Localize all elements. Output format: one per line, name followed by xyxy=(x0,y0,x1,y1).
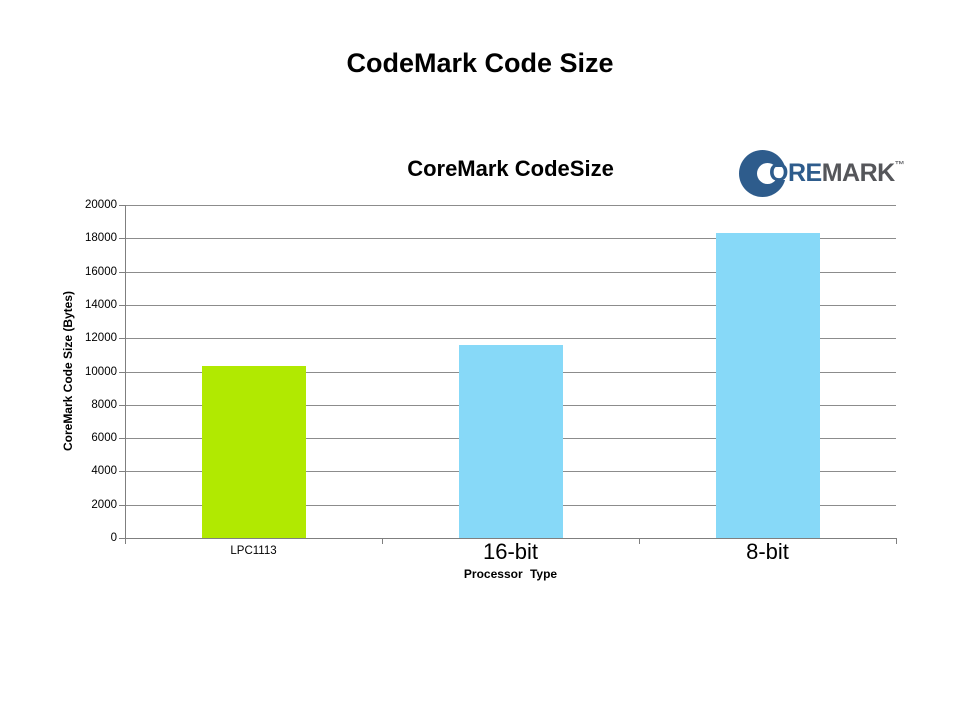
y-tick-mark xyxy=(119,538,125,539)
x-tick-mark xyxy=(125,539,126,544)
y-tick-mark xyxy=(119,438,125,440)
x-tick-mark xyxy=(639,539,640,544)
chart-title: CoreMark CodeSize xyxy=(407,156,614,181)
y-tick-label: 18000 xyxy=(85,232,117,245)
y-tick-mark xyxy=(119,338,125,340)
coremark-logo: OREMARK™ xyxy=(739,149,905,197)
x-tick-mark xyxy=(382,539,383,544)
y-tick-mark xyxy=(119,504,125,506)
logo-letter-o: O xyxy=(769,158,788,187)
y-tick-label: 4000 xyxy=(91,465,117,478)
y-tick-mark xyxy=(119,371,125,373)
y-tick-mark xyxy=(119,238,125,240)
trademark-symbol: ™ xyxy=(894,159,905,171)
bar-8-bit xyxy=(715,233,820,538)
gridline xyxy=(125,304,896,306)
y-tick-label: 10000 xyxy=(85,365,117,378)
y-tick-mark xyxy=(119,471,125,473)
gridline xyxy=(125,271,896,273)
x-category-label-16-bit: 16-bit xyxy=(482,539,539,564)
y-tick-mark xyxy=(119,205,125,206)
logo-letters-mark: MARK xyxy=(821,158,896,187)
x-axis-line xyxy=(125,538,897,539)
y-tick-label: 0 xyxy=(110,532,117,544)
coremark-c-icon xyxy=(739,149,788,197)
page-title: CodeMark Code Size xyxy=(346,48,614,78)
x-axis-title: Processor Type xyxy=(463,567,558,581)
y-tick-label: 2000 xyxy=(91,498,117,511)
y-tick-label: 16000 xyxy=(85,265,117,278)
x-tick-mark xyxy=(896,539,897,544)
y-tick-label: 8000 xyxy=(91,398,117,411)
y-tick-mark xyxy=(119,304,125,306)
gridline xyxy=(125,238,896,240)
x-category-label-8-bit: 8-bit xyxy=(746,539,789,564)
plot-area xyxy=(125,205,896,538)
y-tick-label: 12000 xyxy=(85,332,117,345)
y-tick-label: 20000 xyxy=(85,199,117,211)
coremark-logo-text: OREMARK™ xyxy=(769,159,905,188)
logo-letters-re: RE xyxy=(787,158,822,187)
bar-lpc1113 xyxy=(201,365,306,538)
y-tick-label: 6000 xyxy=(91,432,117,445)
x-category-label-lpc1113: LPC1113 xyxy=(230,545,277,557)
y-tick-mark xyxy=(119,404,125,406)
bar-16-bit xyxy=(458,344,563,538)
y-tick-mark xyxy=(119,271,125,273)
gridline xyxy=(125,338,896,340)
gridline xyxy=(125,205,896,206)
y-tick-label: 14000 xyxy=(85,298,117,311)
y-axis-line xyxy=(125,205,126,540)
